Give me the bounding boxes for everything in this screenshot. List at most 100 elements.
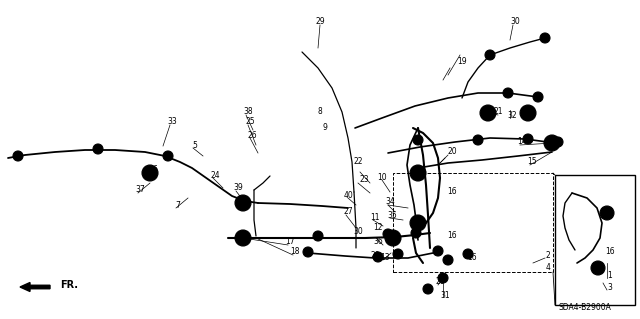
Circle shape <box>238 231 248 241</box>
Text: 10: 10 <box>377 174 387 182</box>
Circle shape <box>388 233 398 243</box>
Circle shape <box>163 151 173 161</box>
Text: 32: 32 <box>507 110 517 120</box>
Circle shape <box>241 234 246 239</box>
Bar <box>555 175 635 305</box>
Text: 22: 22 <box>353 158 363 167</box>
Circle shape <box>383 229 393 239</box>
Circle shape <box>148 171 152 175</box>
Circle shape <box>600 206 614 220</box>
Circle shape <box>473 135 483 145</box>
Circle shape <box>438 273 448 283</box>
Circle shape <box>540 33 550 43</box>
Circle shape <box>543 35 547 41</box>
Text: 5: 5 <box>193 140 197 150</box>
Circle shape <box>415 137 420 143</box>
Circle shape <box>550 141 554 145</box>
Text: 33: 33 <box>167 117 177 127</box>
Circle shape <box>13 151 23 161</box>
Circle shape <box>544 135 560 151</box>
Text: 31: 31 <box>440 291 450 300</box>
Circle shape <box>238 233 248 243</box>
Text: 36: 36 <box>373 238 383 247</box>
Text: 6: 6 <box>152 166 157 174</box>
Circle shape <box>241 236 245 240</box>
Circle shape <box>385 230 401 246</box>
Text: 3: 3 <box>607 284 612 293</box>
Circle shape <box>605 211 609 215</box>
Text: 38: 38 <box>243 108 253 116</box>
Circle shape <box>410 165 426 181</box>
Text: 9: 9 <box>323 123 328 132</box>
Circle shape <box>485 50 495 60</box>
Text: 26: 26 <box>247 130 257 139</box>
Circle shape <box>523 134 533 144</box>
Circle shape <box>488 53 493 57</box>
Circle shape <box>591 261 605 275</box>
Text: 16: 16 <box>447 188 457 197</box>
Circle shape <box>603 209 611 217</box>
Text: 8: 8 <box>317 108 323 116</box>
Circle shape <box>523 108 533 118</box>
Circle shape <box>235 195 251 211</box>
Circle shape <box>235 230 251 246</box>
Circle shape <box>480 105 496 121</box>
Text: 16: 16 <box>605 248 615 256</box>
Text: 11: 11 <box>371 213 380 222</box>
Circle shape <box>166 153 170 159</box>
Circle shape <box>440 276 445 280</box>
Circle shape <box>445 257 451 263</box>
Text: 29: 29 <box>370 250 380 259</box>
Text: 15: 15 <box>527 158 537 167</box>
Text: 34: 34 <box>385 197 395 206</box>
Text: 14: 14 <box>517 137 527 146</box>
Text: 39: 39 <box>233 183 243 192</box>
Circle shape <box>435 249 440 254</box>
Circle shape <box>142 165 158 181</box>
Text: 13: 13 <box>380 254 390 263</box>
Circle shape <box>426 286 431 292</box>
Text: 20: 20 <box>447 147 457 157</box>
Text: 35: 35 <box>387 211 397 219</box>
Circle shape <box>411 228 421 238</box>
Circle shape <box>145 168 155 178</box>
Circle shape <box>533 92 543 102</box>
Circle shape <box>463 249 473 259</box>
Circle shape <box>416 171 420 175</box>
Circle shape <box>476 137 481 143</box>
Circle shape <box>413 231 419 235</box>
Circle shape <box>241 201 245 205</box>
Text: 29: 29 <box>315 18 325 26</box>
Circle shape <box>433 246 443 256</box>
Text: 17: 17 <box>285 238 295 247</box>
Circle shape <box>313 231 323 241</box>
Circle shape <box>413 135 423 145</box>
Circle shape <box>416 221 420 225</box>
Circle shape <box>547 138 557 148</box>
Circle shape <box>465 251 470 256</box>
Text: 19: 19 <box>457 57 467 66</box>
Text: 12: 12 <box>373 224 383 233</box>
Text: SDA4-B2900A: SDA4-B2900A <box>559 303 611 313</box>
Text: 18: 18 <box>291 248 300 256</box>
Circle shape <box>316 234 321 239</box>
Text: 16: 16 <box>467 254 477 263</box>
Text: 1: 1 <box>607 271 612 279</box>
Circle shape <box>423 284 433 294</box>
Text: 27: 27 <box>343 207 353 217</box>
Circle shape <box>95 146 100 152</box>
Text: 25: 25 <box>245 117 255 127</box>
Text: 30: 30 <box>353 227 363 236</box>
Text: 16: 16 <box>447 231 457 240</box>
Circle shape <box>413 168 423 178</box>
Circle shape <box>596 266 600 270</box>
Text: 4: 4 <box>545 263 550 272</box>
Circle shape <box>553 137 563 147</box>
Circle shape <box>486 111 490 115</box>
Circle shape <box>15 153 20 159</box>
Text: 21: 21 <box>493 108 503 116</box>
Circle shape <box>483 108 493 118</box>
Circle shape <box>443 255 453 265</box>
Text: 37: 37 <box>135 186 145 195</box>
Circle shape <box>556 139 561 145</box>
